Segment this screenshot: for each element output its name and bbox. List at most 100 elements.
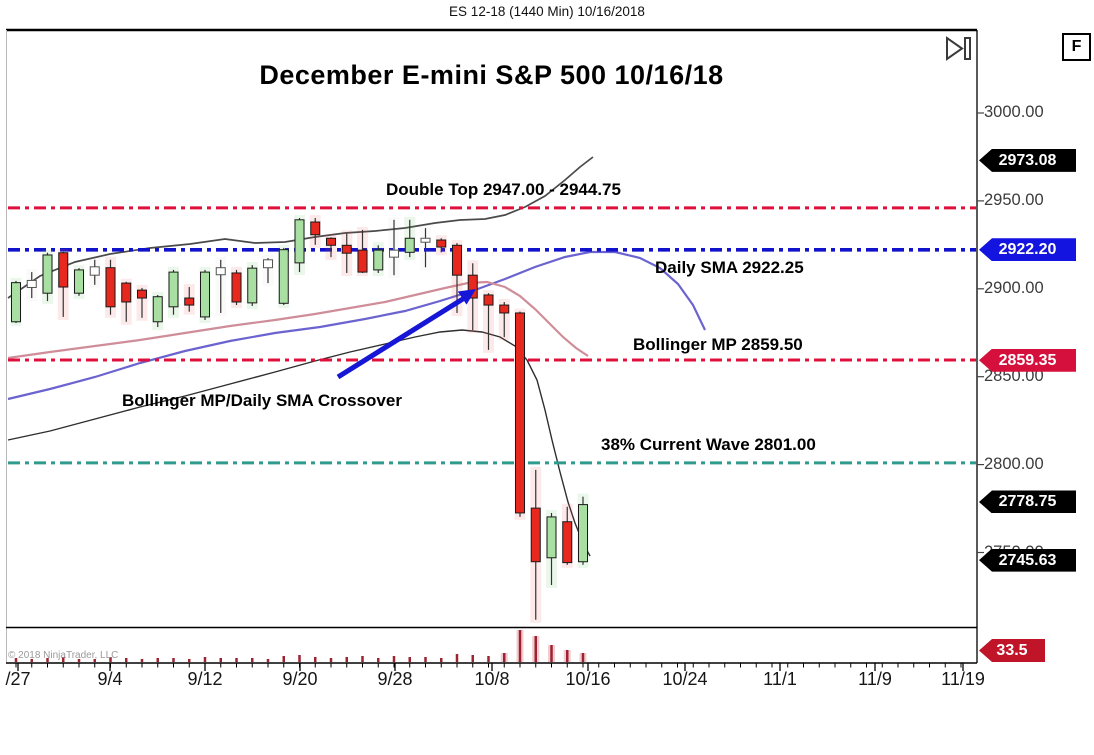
candle [420, 237, 431, 243]
candle [74, 269, 84, 294]
skip-to-end-icon[interactable] [944, 36, 978, 62]
candle [546, 516, 557, 559]
candle [578, 504, 588, 563]
volume-bar [93, 659, 96, 662]
volume-bar [329, 658, 333, 662]
y-tick-label: 2800.00 [984, 454, 1044, 473]
y-tick-label: 3000.00 [984, 103, 1044, 121]
candle [105, 267, 116, 308]
candle [294, 219, 305, 264]
volume-badge: 33.5 [979, 639, 1045, 662]
x-tick-label: /27 [5, 669, 31, 689]
candle [89, 266, 100, 276]
candle [326, 237, 336, 246]
candle [436, 239, 447, 248]
price-badge: 2778.75 [979, 490, 1076, 514]
volume-bar [140, 659, 144, 662]
candle [389, 249, 399, 258]
volume-bar [156, 658, 159, 662]
volume-bar [282, 656, 285, 662]
lower-band-curve [7, 329, 591, 557]
volume-bar [235, 658, 238, 662]
volume-bar [455, 654, 459, 662]
candle [231, 272, 242, 303]
candle [152, 296, 163, 323]
volume-bar [487, 656, 490, 662]
volume-bar [550, 645, 553, 662]
volume-bar [314, 657, 317, 662]
candle [26, 279, 37, 288]
candle [467, 274, 478, 299]
volume-bar [109, 657, 112, 662]
x-tick-label: 11/19 [941, 669, 985, 689]
candle [562, 521, 573, 564]
volume-bar [125, 658, 128, 662]
bollinger-mp-curve [7, 280, 589, 360]
price-badge: 2859.35 [979, 348, 1076, 372]
candle [200, 271, 210, 318]
volume-bar [424, 657, 427, 662]
volume-bar [440, 658, 443, 662]
candle [247, 267, 258, 304]
volume-bar [392, 656, 396, 662]
candle [404, 237, 415, 253]
volume-bar [361, 656, 364, 662]
candle [137, 289, 147, 299]
volume-bar [219, 658, 222, 662]
x-tick-label: 10/24 [662, 669, 708, 689]
volume-bar [14, 658, 18, 662]
x-tick-label: 9/4 [97, 669, 123, 689]
candle [11, 282, 21, 323]
x-tick-label: 9/20 [282, 669, 318, 689]
price-badge: 2922.20 [979, 238, 1076, 262]
candle [483, 294, 494, 306]
volume-bar [471, 655, 474, 662]
y-tick-label: 2950.00 [984, 190, 1044, 209]
volume-bar [46, 658, 49, 662]
volume-bar [581, 653, 585, 662]
x-tick-label: 10/8 [474, 669, 510, 689]
candle [278, 249, 289, 304]
volume-bar [518, 630, 522, 662]
volume-bar [62, 657, 65, 662]
candle [121, 282, 132, 303]
price-badge: 2745.63 [979, 548, 1076, 572]
candle [515, 312, 525, 514]
candle [263, 259, 273, 269]
candle [215, 267, 226, 276]
candle [184, 297, 195, 306]
window-title: ES 12-18 (1440 Min) 10/16/2018 [449, 4, 645, 19]
volume-bar [251, 658, 254, 662]
x-tick-label: 9/28 [377, 669, 413, 689]
volume-bar [503, 653, 506, 662]
volume-bar [566, 650, 569, 662]
x-tick-label: 10/16 [565, 669, 611, 689]
volume-bar [172, 658, 175, 662]
forward-mode-button[interactable]: F [1062, 33, 1091, 61]
x-tick-label: 9/12 [187, 669, 223, 689]
volume-bar [188, 659, 191, 662]
candle [310, 221, 321, 236]
candle [452, 244, 462, 276]
volume-bar [408, 657, 411, 662]
volume-bar [266, 659, 270, 662]
candle [530, 507, 541, 563]
x-tick-label: 11/1 [763, 669, 797, 689]
volume-bar [377, 658, 380, 662]
y-tick-label: 2900.00 [984, 278, 1044, 297]
candle [42, 254, 53, 294]
volume-bar [345, 657, 348, 662]
crossover-arrow [336, 294, 468, 380]
candle [373, 249, 384, 271]
crossover-arrow-head [457, 289, 476, 305]
candle [499, 304, 510, 314]
candle [341, 244, 352, 254]
volume-bar [534, 636, 537, 662]
volume-bar [30, 659, 33, 662]
price-badge: 2973.08 [979, 148, 1076, 172]
volume-bar [298, 655, 301, 662]
volume-bar [77, 659, 81, 662]
volume-bar [203, 657, 207, 662]
